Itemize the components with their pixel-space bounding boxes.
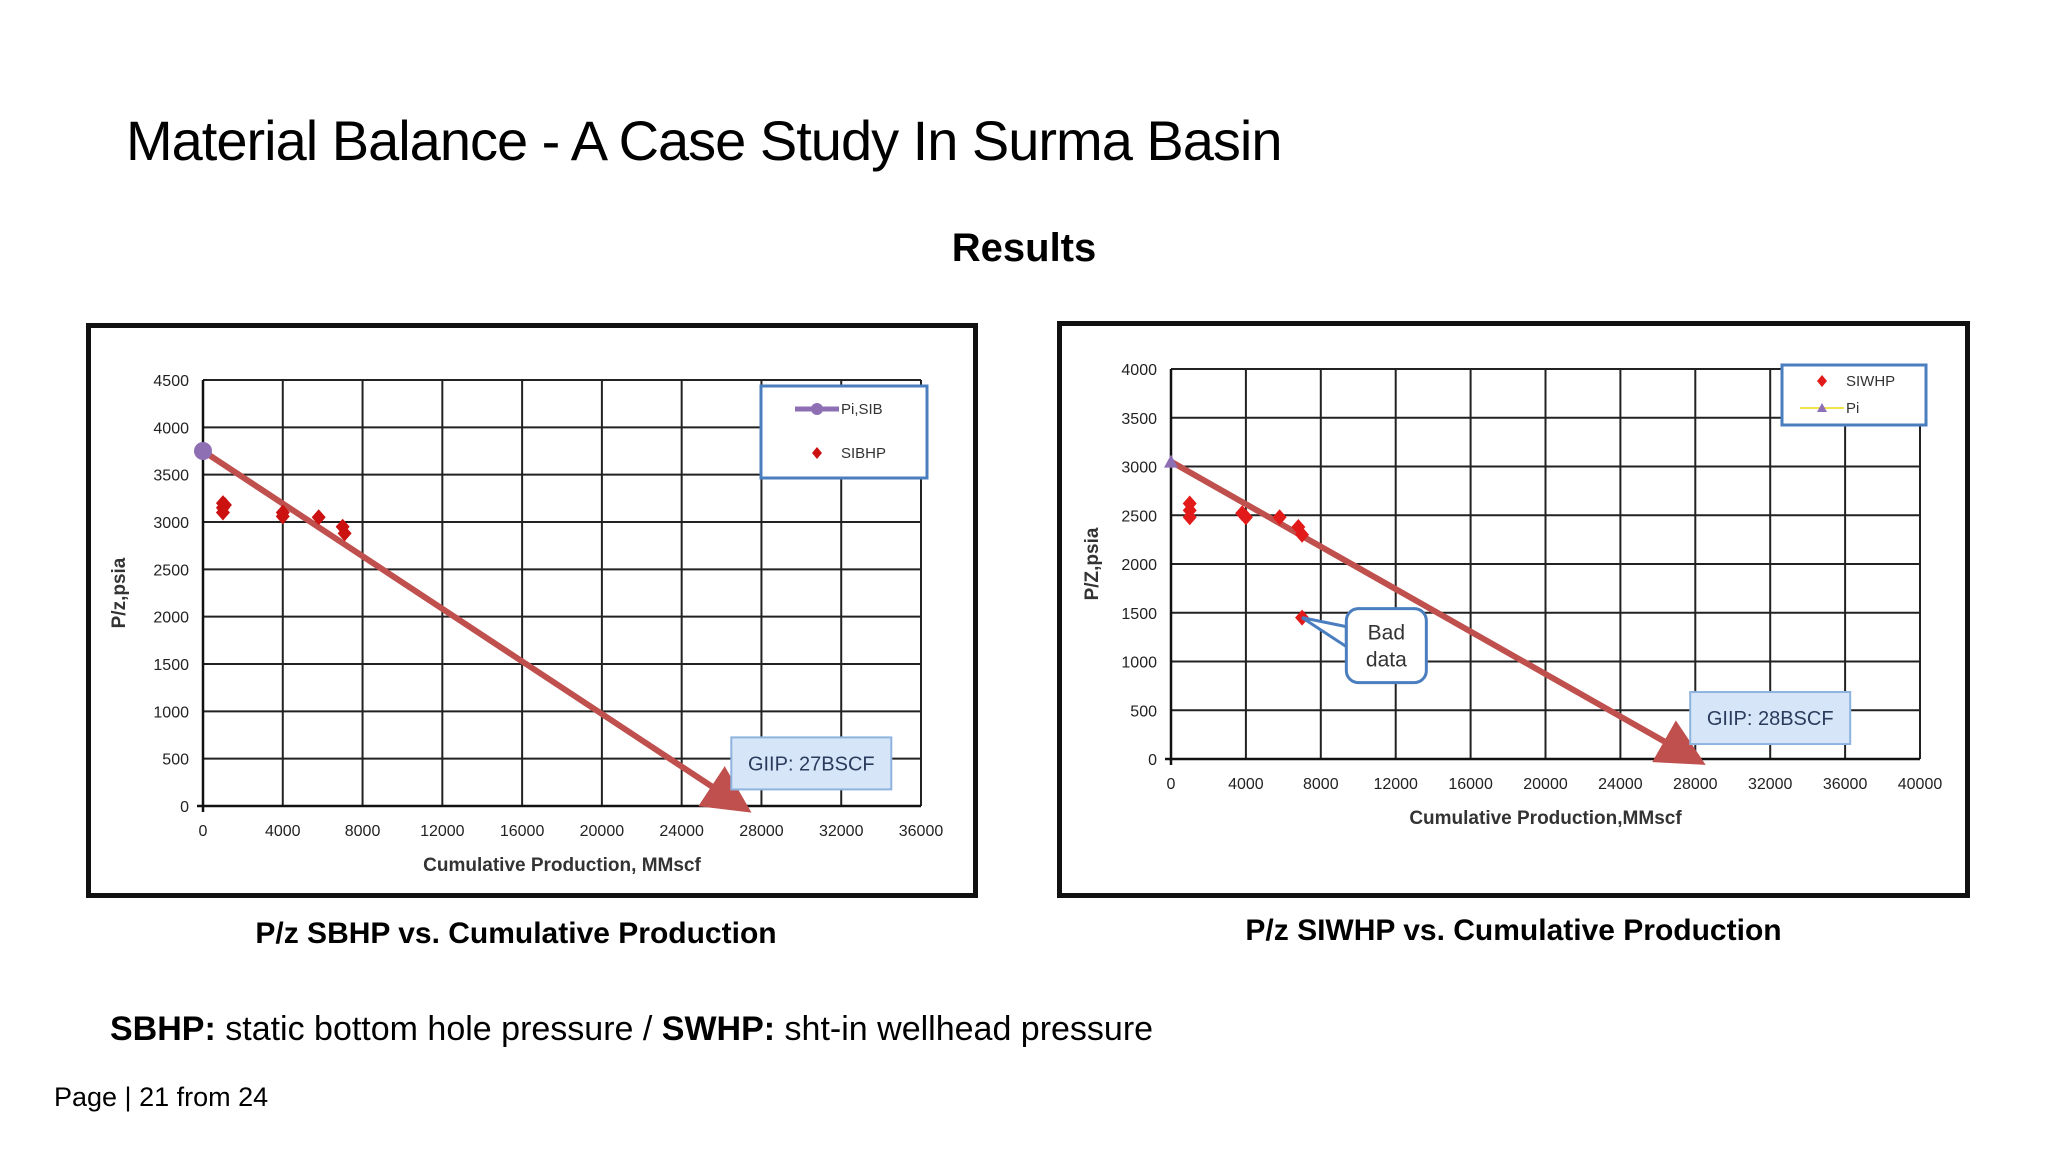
left-legend-box [759,384,929,480]
right-legend-marker [1817,403,1827,412]
left-x-tick-label: 0 [199,823,208,840]
footnote-def-sbhp: static bottom hole pressure / [215,1010,662,1048]
right-legend-marker [1817,375,1827,387]
right-x-tick-label: 36000 [1823,776,1868,793]
left-sibhp-point [217,496,232,513]
left-y-tick-label: 2000 [153,610,189,627]
right-callout-box [1344,607,1428,685]
left-y-tick-label: 1000 [153,704,189,721]
right-x-tick-label: 12000 [1373,776,1418,793]
left-y-tick-label: 3500 [153,468,189,485]
left-y-axis-title: P/z,psia [109,557,130,628]
left-y-tick-label: 0 [180,799,189,816]
slide-title: Material Balance - A Case Study In Surma… [126,109,1282,172]
footnote-def-swhp: sht-in wellhead pressure [775,1010,1154,1048]
left-x-axis-title: Cumulative Production, MMscf [423,855,701,876]
right-y-tick-label: 2500 [1121,508,1157,525]
caption-left: P/z SBHP vs. Cumulative Production [255,917,777,950]
pz-siwhp-chart-svg: 0 4000 8000 12000 16000 20000 24000 28000 32000 3… [1082,362,1943,829]
pz-siwhp-chart: 0 4000 8000 12000 16000 20000 24000 28000 32000 3… [1057,321,1970,898]
footnote-term-sbhp: SBHP: [110,1010,216,1048]
right-x-tick-label: 8000 [1303,776,1339,793]
right-x-tick-label: 0 [1167,776,1176,793]
left-x-tick-label: 12000 [420,823,465,840]
right-x-axis-title: Cumulative Production,MMscf [1409,808,1682,829]
left-sibhp-point [311,509,326,526]
right-callout-text-line1: Bad [1368,622,1405,645]
right-siwhp-point [1235,505,1250,522]
right-y-tick-label: 4000 [1121,362,1157,379]
right-y-axis-title: P/Z,psia [1082,527,1103,600]
right-legend-label: Pi [1846,400,1859,417]
right-x-tick-label: 20000 [1523,776,1568,793]
right-y-tick-label: 500 [1130,703,1157,720]
page-number: Page | 21 from 24 [54,1082,269,1112]
left-trend-arrow [200,448,752,813]
left-y-tick-label: 1500 [153,657,189,674]
section-subtitle: Results [951,226,1097,270]
left-sibhp-point [275,508,290,525]
left-y-tick-label: 3000 [153,515,189,532]
left-sibhp-point [337,525,352,542]
right-y-tick-label: 0 [1148,752,1157,769]
left-legend-label: Pi,SIB [841,401,883,418]
right-legend-label: SIWHP [1846,373,1895,390]
right-y-tick-label: 3000 [1121,460,1157,477]
left-x-tick-label: 20000 [580,823,625,840]
pz-sbhp-chart-svg: 0 4000 8000 12000 16000 20000 24000 28000 32000 3… [109,373,944,876]
right-x-tick-label: 32000 [1748,776,1793,793]
left-giip-box [730,736,893,791]
abbreviations-footnote: SBHP: static bottom hole pressure / SWHP… [110,1010,1153,1049]
left-y-tick-label: 2500 [153,562,189,579]
left-y-tick-label: 4000 [153,420,189,437]
caption-right: P/z SIWHP vs. Cumulative Production [1245,914,1782,947]
right-y-tick-label: 1000 [1121,655,1157,672]
left-legend-marker [812,447,822,459]
right-y-tick-label: 1500 [1121,606,1157,623]
right-siwhp-point [1272,509,1287,526]
right-siwhp-point [1182,509,1197,526]
left-y-tick-label: 4500 [153,373,189,390]
left-x-tick-label: 4000 [265,823,301,840]
right-x-tick-label: 24000 [1598,776,1643,793]
left-x-tick-label: 24000 [659,823,704,840]
right-x-tick-label: 28000 [1673,776,1718,793]
right-x-tick-label: 16000 [1448,776,1493,793]
left-y-tick-label: 500 [162,752,189,769]
left-x-tick-label: 36000 [899,823,944,840]
right-giip-box [1689,691,1852,746]
left-legend-marker [811,403,823,415]
right-giip-label: GIIP: 28BSCF [1707,708,1834,730]
right-x-tick-label: 40000 [1898,776,1943,793]
footnote-term-swhp: SWHP: [661,1010,776,1048]
left-giip-label: GIIP: 27BSCF [748,753,875,775]
left-x-tick-label: 8000 [345,823,381,840]
right-trend-arrow [1168,458,1706,765]
right-y-tick-label: 2000 [1121,557,1157,574]
right-pi-point [1164,454,1178,468]
left-x-tick-label: 28000 [739,823,784,840]
right-callout-pointer [1301,616,1348,650]
left-sibhp-point [215,504,230,521]
right-y-tick-label: 3500 [1121,411,1157,428]
left-legend-label: SIBHP [841,445,886,462]
right-siwhp-point [1295,526,1310,543]
right-x-tick-label: 4000 [1228,776,1264,793]
left-x-tick-label: 32000 [819,823,864,840]
right-siwhp-point [1238,509,1253,526]
left-x-tick-label: 16000 [500,823,545,840]
right-legend-box [1780,363,1928,427]
pz-sbhp-chart: 0 4000 8000 12000 16000 20000 24000 28000 32000 3… [86,323,978,898]
right-callout-text-line2: data [1366,649,1407,672]
right-callout-join [1348,628,1355,645]
left-pi-sib-point [194,442,212,460]
